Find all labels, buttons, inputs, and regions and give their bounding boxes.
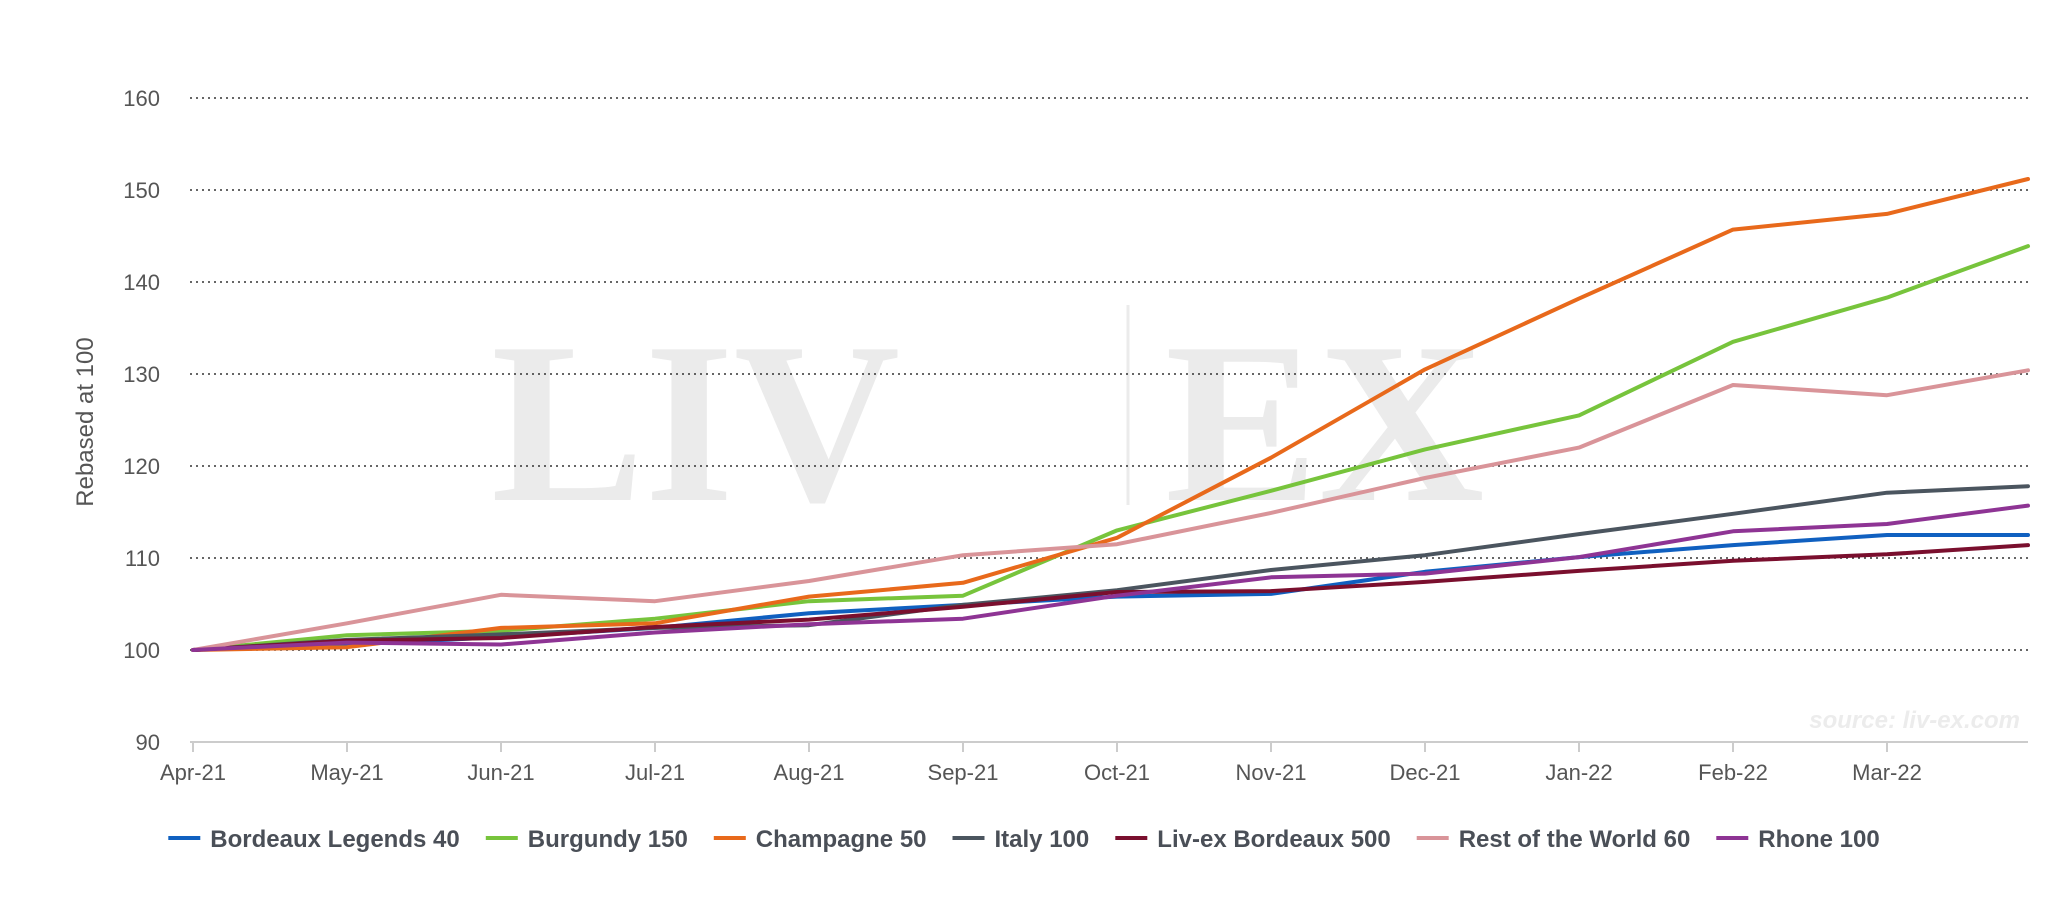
legend-item-champagne-50[interactable]: Champagne 50 xyxy=(713,826,927,853)
y-tick-label: 150 xyxy=(123,178,160,203)
legend-label: Champagne 50 xyxy=(756,826,927,853)
legend-label: Rest of the World 60 xyxy=(1459,826,1691,853)
x-tick-label: Jun-21 xyxy=(467,760,534,785)
series-line-burgundy-150 xyxy=(191,244,2030,652)
legend-item-rest-of-the-world-60[interactable]: Rest of the World 60 xyxy=(1416,826,1691,853)
watermark: LIV EX xyxy=(491,295,1485,550)
legend-label: Rhone 100 xyxy=(1758,826,1879,853)
series-line-champagne-50 xyxy=(191,177,2030,652)
legend-label: Liv-ex Bordeaux 500 xyxy=(1157,826,1390,853)
x-tick-label: Jan-22 xyxy=(1545,760,1612,785)
x-tick-label: Jul-21 xyxy=(625,760,685,785)
x-tick-label: Nov-21 xyxy=(1236,760,1307,785)
watermark-logo-right: EX xyxy=(1165,295,1485,550)
axes: 90 100 110 120 130 140 150 160 Apr-21 May-21 Jun-2… xyxy=(123,86,2028,785)
y-axis-title: Rebased at 100 xyxy=(72,337,99,506)
source-label: source: liv-ex.com xyxy=(1809,707,2020,734)
legend-item-burgundy-150[interactable]: Burgundy 150 xyxy=(485,826,688,853)
y-tick-label: 140 xyxy=(123,270,160,295)
series-line-liv-ex-bordeaux-500 xyxy=(191,543,2030,652)
x-tick-label: Oct-21 xyxy=(1084,760,1150,785)
y-tick-label: 130 xyxy=(123,362,160,387)
legend-label: Italy 100 xyxy=(995,826,1090,853)
legend-item-liv-ex-bordeaux-500[interactable]: Liv-ex Bordeaux 500 xyxy=(1115,826,1391,853)
legend-label: Bordeaux Legends 40 xyxy=(210,826,459,853)
y-tick-label: 110 xyxy=(125,546,160,571)
y-tick-label: 100 xyxy=(123,638,160,663)
x-tick-label: May-21 xyxy=(310,760,383,785)
series-lines xyxy=(191,177,2030,652)
series-line-rest-of-the-world-60 xyxy=(191,368,2030,652)
x-tick-label: Apr-21 xyxy=(160,760,226,785)
x-tick-label: Mar-22 xyxy=(1852,760,1922,785)
series-line-rhone-100 xyxy=(191,503,2030,652)
watermark-logo-left: LIV xyxy=(491,295,900,550)
x-tick-label: Dec-21 xyxy=(1390,760,1461,785)
y-tick-label: 160 xyxy=(123,86,160,111)
x-tick-label: Feb-22 xyxy=(1698,760,1768,785)
legend-label: Burgundy 150 xyxy=(528,826,688,853)
y-tick-label: 120 xyxy=(123,454,160,479)
x-tick-label: Aug-21 xyxy=(774,760,845,785)
y-tick-label: 90 xyxy=(136,730,160,755)
x-tick-label: Sep-21 xyxy=(928,760,999,785)
legend-item-rhone-100[interactable]: Rhone 100 xyxy=(1716,826,1880,853)
legend-item-italy-100[interactable]: Italy 100 xyxy=(952,826,1090,853)
series-line-italy-100 xyxy=(191,484,2030,652)
legend-item-bordeaux-legends-40[interactable]: Bordeaux Legends 40 xyxy=(168,826,460,853)
legend: Bordeaux Legends 40 Burgundy 150 Champagne… xyxy=(168,826,1880,853)
gridlines xyxy=(190,97,2028,651)
